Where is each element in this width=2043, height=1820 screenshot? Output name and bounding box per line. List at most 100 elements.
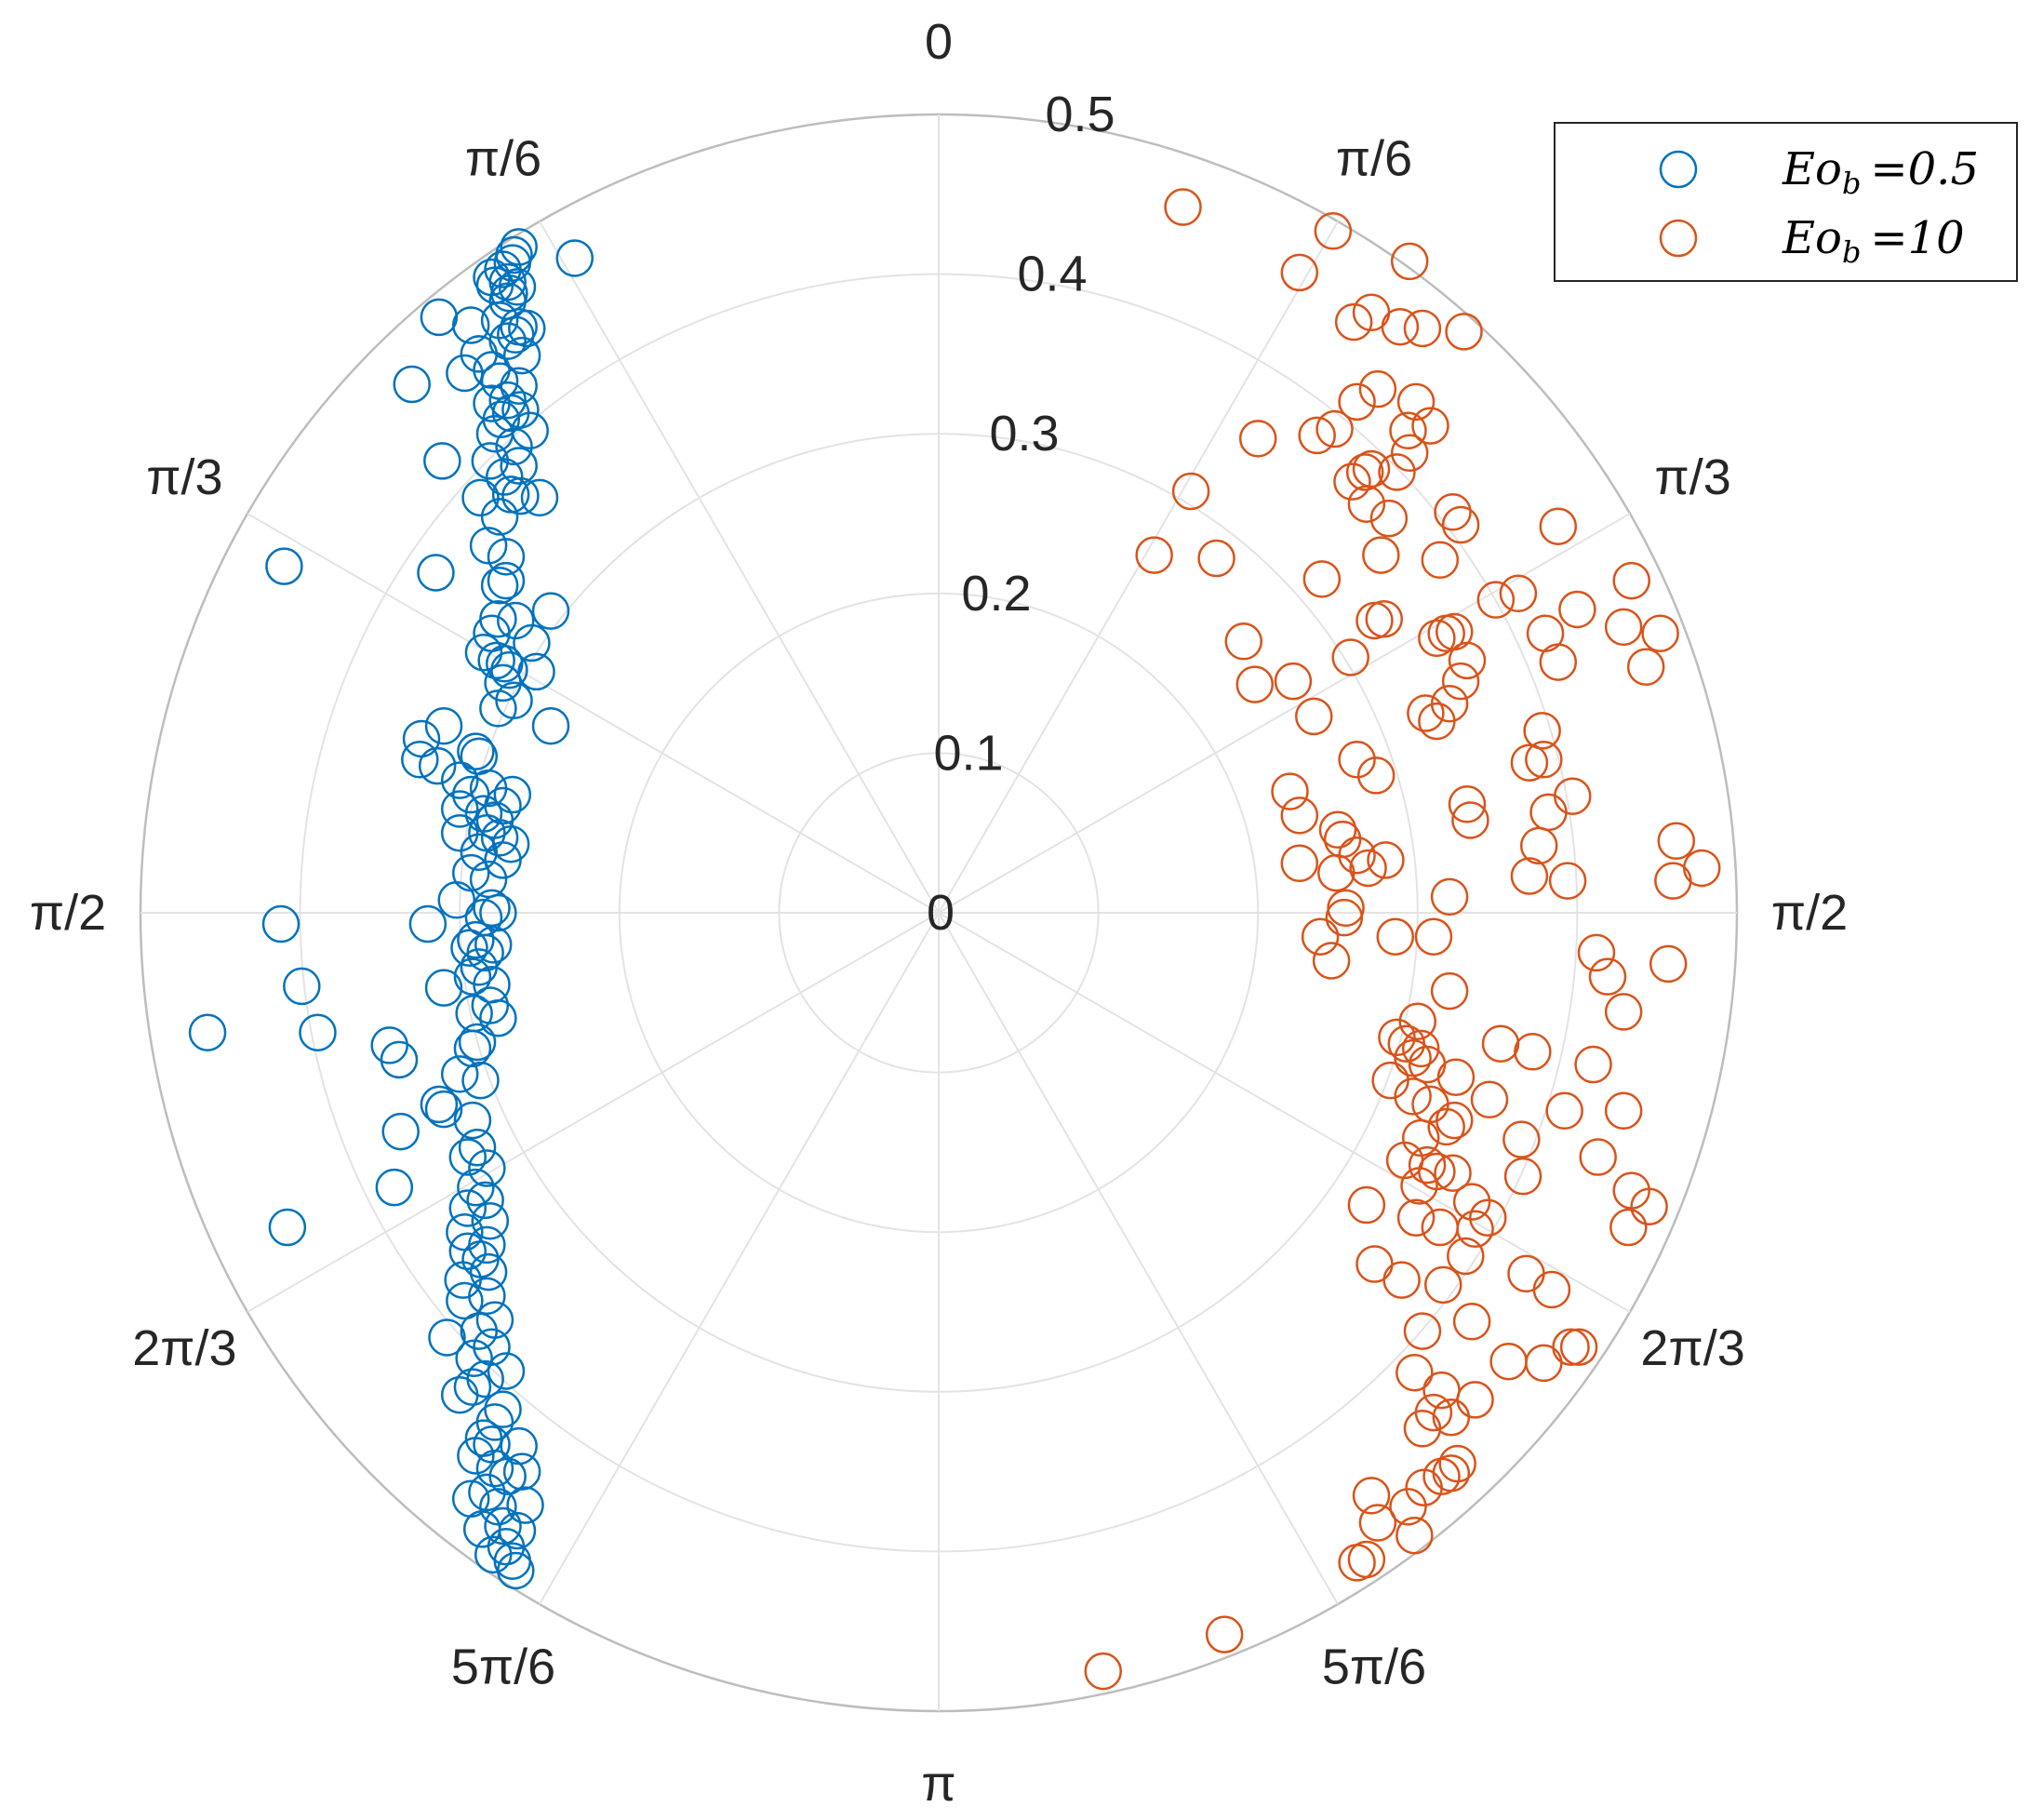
scatter-point — [1333, 462, 1371, 501]
legend-box — [1554, 122, 2018, 282]
scatter-point — [1609, 1208, 1648, 1247]
scatter-point — [1418, 619, 1456, 658]
scatter-point — [480, 819, 519, 857]
scatter-point — [1612, 561, 1650, 600]
scatter-point — [457, 1168, 495, 1207]
scatter-point — [1545, 1091, 1583, 1131]
scatter-point — [531, 592, 570, 630]
scatter-point — [424, 1090, 463, 1129]
scatter-point — [461, 1240, 500, 1278]
scatter-point — [1338, 1544, 1376, 1582]
scatter-point — [461, 1061, 500, 1100]
scatter-point — [440, 1055, 479, 1093]
r-tick-label-1: 0.1 — [933, 725, 1003, 781]
scatter-point — [1552, 1328, 1590, 1367]
scatter-point — [458, 1129, 497, 1167]
scatter-point — [446, 1281, 484, 1320]
scatter-point — [471, 442, 510, 480]
scatter-point — [451, 306, 490, 344]
scatter-point — [487, 561, 526, 600]
scatter-points — [188, 188, 1721, 1691]
scatter-point — [1435, 1101, 1474, 1140]
scatter-point — [1301, 917, 1340, 956]
scatter-point — [440, 761, 479, 799]
scatter-point — [1325, 898, 1364, 937]
scatter-point — [1280, 796, 1319, 835]
scatter-point — [471, 1201, 510, 1240]
scatter-point — [480, 566, 519, 605]
scatter-point — [1451, 801, 1489, 839]
scatter-point — [1502, 1120, 1541, 1158]
scatter-point — [370, 1026, 408, 1064]
scatter-point — [497, 1551, 535, 1590]
scatter-point — [468, 1473, 506, 1512]
scatter-point — [1604, 608, 1643, 647]
scatter-point — [299, 1013, 337, 1051]
scatter-point — [380, 1040, 419, 1079]
grid-spoke-240 — [247, 912, 940, 1313]
scatter-point — [1367, 841, 1405, 879]
scatter-point — [448, 1138, 487, 1176]
scatter-point — [479, 893, 517, 932]
series-1 — [1084, 188, 1721, 1691]
scatter-point — [1398, 1002, 1437, 1040]
scatter-point — [1630, 1187, 1668, 1225]
scatter-point — [268, 1208, 307, 1247]
scatter-point — [1526, 614, 1565, 652]
scatter-point — [1407, 694, 1445, 732]
scatter-point — [1271, 772, 1309, 810]
theta-tick-label-0: 0 — [925, 14, 953, 70]
scatter-point — [402, 719, 441, 758]
scatter-point — [1403, 1410, 1442, 1448]
scatter-point — [1280, 844, 1319, 883]
r-tick-label-5: 0.5 — [1045, 87, 1115, 142]
scatter-point — [453, 1101, 492, 1140]
scatter-point — [1523, 712, 1561, 750]
scatter-point — [437, 881, 476, 919]
scatter-point — [1224, 622, 1263, 661]
scatter-point — [1135, 536, 1173, 574]
scatter-point — [1445, 313, 1483, 351]
scatter-point — [1682, 849, 1721, 888]
scatter-point — [1400, 1167, 1438, 1205]
r-tick-label-0: 0 — [927, 885, 955, 941]
scatter-point — [1532, 1270, 1571, 1309]
grid-spoke-300 — [247, 513, 940, 914]
scatter-point — [1510, 857, 1549, 895]
scatter-point — [1558, 590, 1596, 629]
scatter-point — [468, 1149, 506, 1187]
scatter-point — [1448, 641, 1487, 680]
scatter-point — [457, 732, 495, 770]
theta-tick-label-2: π/3 — [1654, 449, 1730, 505]
scatter-point — [1280, 253, 1319, 292]
scatter-point — [1389, 1488, 1427, 1526]
scatter-point — [517, 652, 555, 691]
scatter-point — [513, 623, 551, 662]
scatter-point — [1401, 1029, 1440, 1068]
scatter-point — [495, 681, 533, 720]
scatter-point — [1430, 877, 1469, 917]
scatter-point — [500, 447, 538, 485]
polar-grid — [139, 113, 1739, 1713]
scatter-point — [1604, 1091, 1643, 1131]
scatter-point — [1499, 574, 1538, 613]
scatter-point — [1452, 1183, 1491, 1221]
scatter-point — [484, 841, 522, 879]
scatter-point — [1323, 820, 1362, 859]
scatter-point — [1369, 499, 1409, 538]
scatter-point — [1347, 485, 1386, 523]
scatter-point — [453, 1029, 492, 1068]
scatter-point — [420, 298, 459, 337]
scatter-point — [1390, 242, 1429, 281]
scatter-point — [484, 1506, 522, 1546]
scatter-point — [418, 746, 457, 785]
scatter-point — [1421, 541, 1460, 580]
scatter-point — [493, 775, 532, 814]
scatter-point — [448, 1232, 487, 1271]
scatter-point — [1395, 1516, 1434, 1555]
scatter-point — [1358, 1504, 1397, 1542]
scatter-point — [479, 999, 517, 1037]
scatter-point — [1238, 420, 1277, 458]
scatter-point — [1434, 1154, 1472, 1192]
scatter-point — [487, 1528, 526, 1566]
